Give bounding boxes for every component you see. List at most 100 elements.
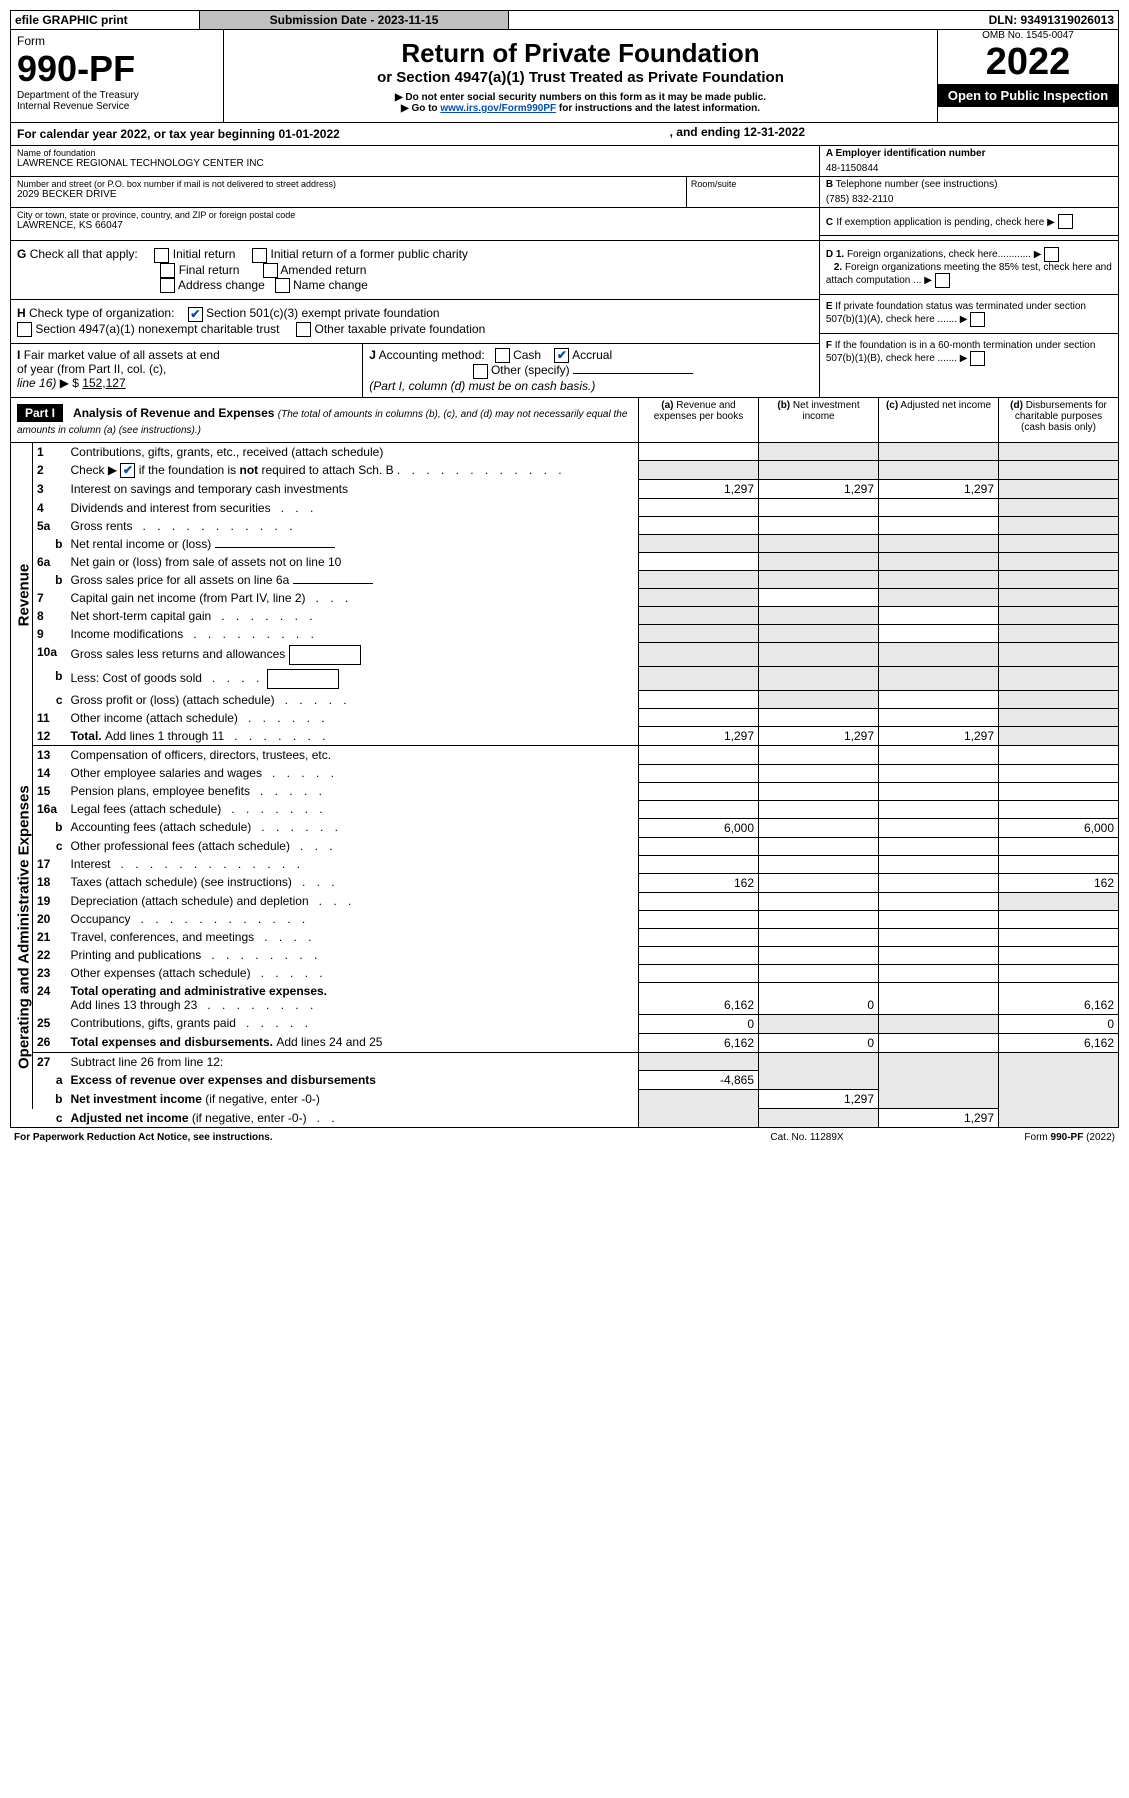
g-addr-cb[interactable]: [160, 278, 175, 293]
r11-t: Other income (attach schedule): [71, 711, 238, 725]
j-other-cb[interactable]: [473, 364, 488, 379]
period-end: , and ending 12-31-2022: [666, 123, 1119, 146]
r2-b: if the foundation is: [139, 463, 240, 477]
r25-a: 0: [639, 1014, 759, 1033]
i-text1: Fair market value of all assets at end: [24, 348, 220, 362]
r27b-b: 1,297: [759, 1090, 879, 1109]
r23-n: 23: [33, 964, 67, 982]
g-amended-cb[interactable]: [263, 263, 278, 278]
h-501c3-cb[interactable]: [188, 307, 203, 322]
revenue-sidebar: Revenue: [11, 443, 33, 746]
g-initial-cb[interactable]: [154, 248, 169, 263]
j-cash-cb[interactable]: [495, 348, 510, 363]
r15-n: 15: [33, 782, 67, 800]
goto-suffix: for instructions and the latest informat…: [556, 103, 760, 114]
part1-title: Analysis of Revenue and Expenses: [73, 406, 274, 420]
r16c-n: c: [33, 837, 67, 855]
part1-label: Part I: [17, 404, 63, 422]
r10b-n: b: [33, 667, 67, 691]
g-initial-former-cb[interactable]: [252, 248, 267, 263]
paperwork-notice: For Paperwork Reduction Act Notice, see …: [10, 1130, 703, 1145]
r12-t2: Add lines 1 through 11: [105, 729, 224, 743]
r16b-d: 6,000: [999, 818, 1119, 837]
page-footer: For Paperwork Reduction Act Notice, see …: [10, 1130, 1119, 1145]
c-checkbox[interactable]: [1058, 214, 1073, 229]
r15-t: Pension plans, employee benefits: [71, 784, 250, 798]
r18-t: Taxes (attach schedule) (see instruction…: [71, 875, 292, 889]
c-label: C: [826, 217, 833, 228]
r7-t: Capital gain net income (from Part IV, l…: [71, 591, 306, 605]
r5a-t: Gross rents: [71, 519, 133, 533]
r20-n: 20: [33, 910, 67, 928]
r10c-t: Gross profit or (loss) (attach schedule): [71, 693, 275, 707]
form-footer: 990-PF: [1051, 1132, 1084, 1143]
j-note: (Part I, column (d) must be on cash basi…: [369, 379, 595, 393]
r10a-t: Gross sales less returns and allowances: [71, 647, 286, 661]
f-cb[interactable]: [970, 351, 985, 366]
check-section: G Check all that apply: Initial return I…: [10, 241, 1119, 397]
d1-text: Foreign organizations, check here.......…: [847, 249, 1041, 260]
omb-number: OMB No. 1545-0047: [938, 30, 1118, 41]
r27-n: 27: [33, 1052, 67, 1071]
r27-t: Subtract line 26 from line 12:: [67, 1052, 639, 1071]
r16b-n: b: [33, 818, 67, 837]
j-accrual-cb[interactable]: [554, 348, 569, 363]
r24-t2: Add lines 13 through 23: [71, 998, 198, 1012]
h-text: Check type of organization:: [29, 306, 174, 320]
r27c-n: c: [33, 1109, 67, 1128]
g-name-cb[interactable]: [275, 278, 290, 293]
g-amended: Amended return: [280, 263, 366, 277]
r10a-n: 10a: [33, 643, 67, 667]
col-c: (c): [886, 400, 898, 411]
r16b-a: 6,000: [639, 818, 759, 837]
phone: (785) 832-2110: [826, 194, 1112, 205]
r6b-n: b: [33, 571, 67, 589]
r12-t: Total.: [71, 729, 105, 743]
col-b: (b): [777, 400, 790, 411]
r4-n: 4: [33, 499, 67, 517]
r27c-t2: (if negative, enter -0-): [189, 1111, 307, 1125]
r8-t: Net short-term capital gain: [71, 609, 212, 623]
r14-t: Other employee salaries and wages: [71, 766, 262, 780]
j-accrual: Accrual: [572, 348, 612, 362]
d1-cb[interactable]: [1044, 247, 1059, 262]
h-other-cb[interactable]: [296, 322, 311, 337]
r26-a: 6,162: [639, 1033, 759, 1052]
d2-text: Foreign organizations meeting the 85% te…: [826, 262, 1112, 286]
g-initial: Initial return: [173, 247, 236, 261]
r9-t: Income modifications: [71, 627, 184, 641]
e-cb[interactable]: [970, 312, 985, 327]
expenses-sidebar: Operating and Administrative Expenses: [11, 746, 33, 1109]
g-final-cb[interactable]: [160, 263, 175, 278]
tax-year: 2022: [938, 41, 1118, 84]
r1-t: Contributions, gifts, grants, etc., rece…: [67, 443, 639, 461]
form-url[interactable]: www.irs.gov/Form990PF: [440, 103, 556, 114]
r2-cb[interactable]: [120, 463, 135, 478]
i-text3: line 16): [17, 376, 56, 390]
g-name-change: Name change: [293, 278, 368, 292]
r2-bold: not: [240, 463, 259, 477]
efile-print[interactable]: efile GRAPHIC print: [11, 11, 200, 30]
dln: DLN: 93491319026013: [890, 11, 1119, 30]
d2-cb[interactable]: [935, 273, 950, 288]
g-final: Final return: [179, 263, 240, 277]
h-other-tax: Other taxable private foundation: [315, 322, 486, 336]
open-to-public: Open to Public Inspection: [938, 84, 1118, 107]
r1-n: 1: [33, 443, 67, 461]
j-other: Other (specify): [491, 363, 570, 377]
r4-t: Dividends and interest from securities: [71, 501, 271, 515]
r27a-a: -4,865: [639, 1071, 759, 1090]
r6a-n: 6a: [33, 553, 67, 571]
h-4947-cb[interactable]: [17, 322, 32, 337]
r13-t: Compensation of officers, directors, tru…: [67, 746, 639, 765]
r12-b: 1,297: [759, 727, 879, 746]
r24-t: Total operating and administrative expen…: [71, 984, 328, 998]
r24-b: 0: [759, 982, 879, 1014]
r17-n: 17: [33, 855, 67, 873]
city-state-zip: LAWRENCE, KS 66047: [17, 220, 813, 231]
r12-c: 1,297: [879, 727, 999, 746]
e-text: If private foundation status was termina…: [826, 301, 1086, 325]
r9-n: 9: [33, 625, 67, 643]
r27a-t: Excess of revenue over expenses and disb…: [67, 1071, 639, 1090]
r19-t: Depreciation (attach schedule) and deple…: [71, 894, 309, 908]
